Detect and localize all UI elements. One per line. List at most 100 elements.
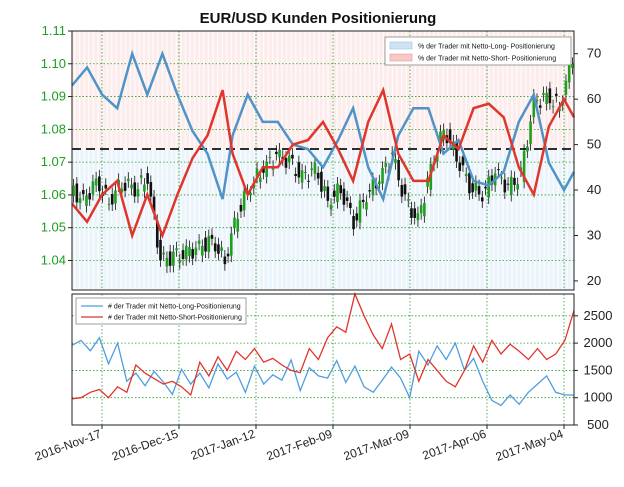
- candle-body: [542, 93, 545, 95]
- candle-body: [98, 176, 101, 192]
- candle-body: [477, 186, 481, 195]
- candle-body: [239, 204, 243, 212]
- candle-body: [474, 181, 478, 191]
- top-legend-box: [384, 36, 572, 66]
- price-tick-label: 1.09: [41, 89, 66, 104]
- candle-body: [88, 193, 91, 200]
- candle-body: [329, 204, 333, 210]
- pct-tick-label: 60: [587, 91, 601, 106]
- candle-body: [104, 184, 108, 189]
- candle-body: [567, 62, 571, 83]
- candle-body: [458, 162, 462, 171]
- candle-body: [191, 249, 194, 259]
- candle-body: [107, 203, 111, 205]
- candle-body: [349, 202, 352, 208]
- top-panel-grid: [72, 30, 574, 290]
- candle-body: [201, 245, 204, 256]
- candle-body: [159, 239, 162, 261]
- candle-body: [532, 95, 536, 118]
- price-axis-ticks: 1.11 1.10 1.09 1.08 1.07 1.06 1.05 1.04: [41, 23, 72, 267]
- bottom-panel: 2500 2000 1500 1000 500 2016-Nov-17 2016-Dec-…: [33, 291, 612, 464]
- candle-body: [265, 161, 268, 177]
- date-tick-label: 2016-Dec-15: [110, 427, 180, 464]
- candle-body: [114, 190, 117, 204]
- candle-body: [455, 141, 458, 162]
- candle-body: [355, 213, 359, 221]
- candle-body: [320, 171, 323, 192]
- candle-body: [490, 175, 494, 185]
- candle-body: [423, 203, 426, 217]
- candle-body: [75, 183, 79, 203]
- pct-tick-label: 20: [587, 273, 601, 288]
- top-legend-long-label: % der Trader mit Netto-Long- Positionier…: [418, 44, 555, 51]
- candle-body: [300, 170, 304, 183]
- candle-body: [133, 182, 137, 197]
- candle-body: [397, 159, 400, 181]
- price-tick-label: 1.07: [41, 154, 66, 169]
- candle-body: [81, 190, 85, 195]
- candle-body: [316, 172, 320, 179]
- date-tick-label: 2017-Feb-09: [265, 427, 335, 464]
- candle-body: [249, 192, 252, 196]
- candle-body: [368, 190, 371, 192]
- top-legend-short-label: % der Trader mit Netto-Short- Positionie…: [418, 56, 556, 63]
- candle-body: [188, 247, 191, 257]
- price-tick-label: 1.04: [41, 252, 66, 267]
- candle-body: [94, 178, 98, 186]
- price-tick-label: 1.10: [41, 56, 66, 71]
- net-long-pct-line: [71, 49, 576, 203]
- candle-body: [390, 152, 394, 155]
- candle-body: [426, 177, 429, 187]
- candle-body: [175, 248, 178, 251]
- candle-body: [461, 156, 465, 166]
- candle-body: [513, 177, 516, 185]
- candle-body: [361, 199, 365, 203]
- candle-body: [294, 174, 297, 177]
- candle-body: [262, 166, 265, 173]
- candle-body: [146, 173, 149, 184]
- candle-body: [503, 179, 507, 193]
- candle-body: [78, 198, 82, 204]
- candle-body: [516, 184, 519, 190]
- candle-body: [207, 236, 211, 253]
- candle-body: [304, 172, 307, 174]
- candle-body: [223, 256, 227, 265]
- candle-body: [275, 151, 278, 155]
- candle-body: [291, 154, 294, 159]
- candle-body: [323, 186, 326, 192]
- candle-body: [551, 106, 555, 108]
- candle-body: [310, 168, 314, 170]
- candle-body: [332, 190, 336, 197]
- candle-body: [127, 178, 130, 182]
- candle-body: [342, 188, 346, 205]
- candle-body: [464, 173, 468, 177]
- net-long-count-line: [71, 336, 574, 407]
- candle-body: [110, 193, 114, 205]
- candle-body: [384, 163, 388, 167]
- candle-body: [413, 208, 417, 218]
- candle-body: [394, 159, 397, 164]
- candle-body: [91, 181, 95, 195]
- candle-body: [297, 162, 301, 178]
- candle-body: [258, 177, 262, 183]
- top-legend-short-swatch: [389, 53, 413, 62]
- candle-body: [236, 218, 240, 232]
- date-tick-label: 2017-May-04: [494, 427, 566, 464]
- candle-body: [468, 172, 471, 194]
- count-axis-ticks: 2500 2000 1500 1000 500: [574, 308, 612, 432]
- candle-body: [152, 196, 156, 214]
- price-tick-label: 1.05: [41, 220, 66, 235]
- price-tick-label: 1.11: [42, 23, 66, 38]
- bottom-panel-frame: [71, 293, 575, 426]
- top-panel: 1.11 1.10 1.09 1.08 1.07 1.06 1.05 1.04 70 60 50 4…: [41, 23, 601, 291]
- net-short-count-line: [71, 291, 575, 400]
- candle-body: [72, 185, 75, 197]
- pct-tick-label: 40: [587, 182, 601, 197]
- date-tick-label: 2017-Mar-09: [342, 427, 412, 464]
- date-tick-label: 2016-Nov-17: [33, 427, 103, 464]
- chart-title: EUR/USD Kunden Positionierung: [200, 10, 437, 27]
- candle-body: [130, 184, 133, 189]
- candle-body: [545, 92, 548, 104]
- candle-body: [538, 105, 542, 108]
- candle-body: [136, 189, 140, 197]
